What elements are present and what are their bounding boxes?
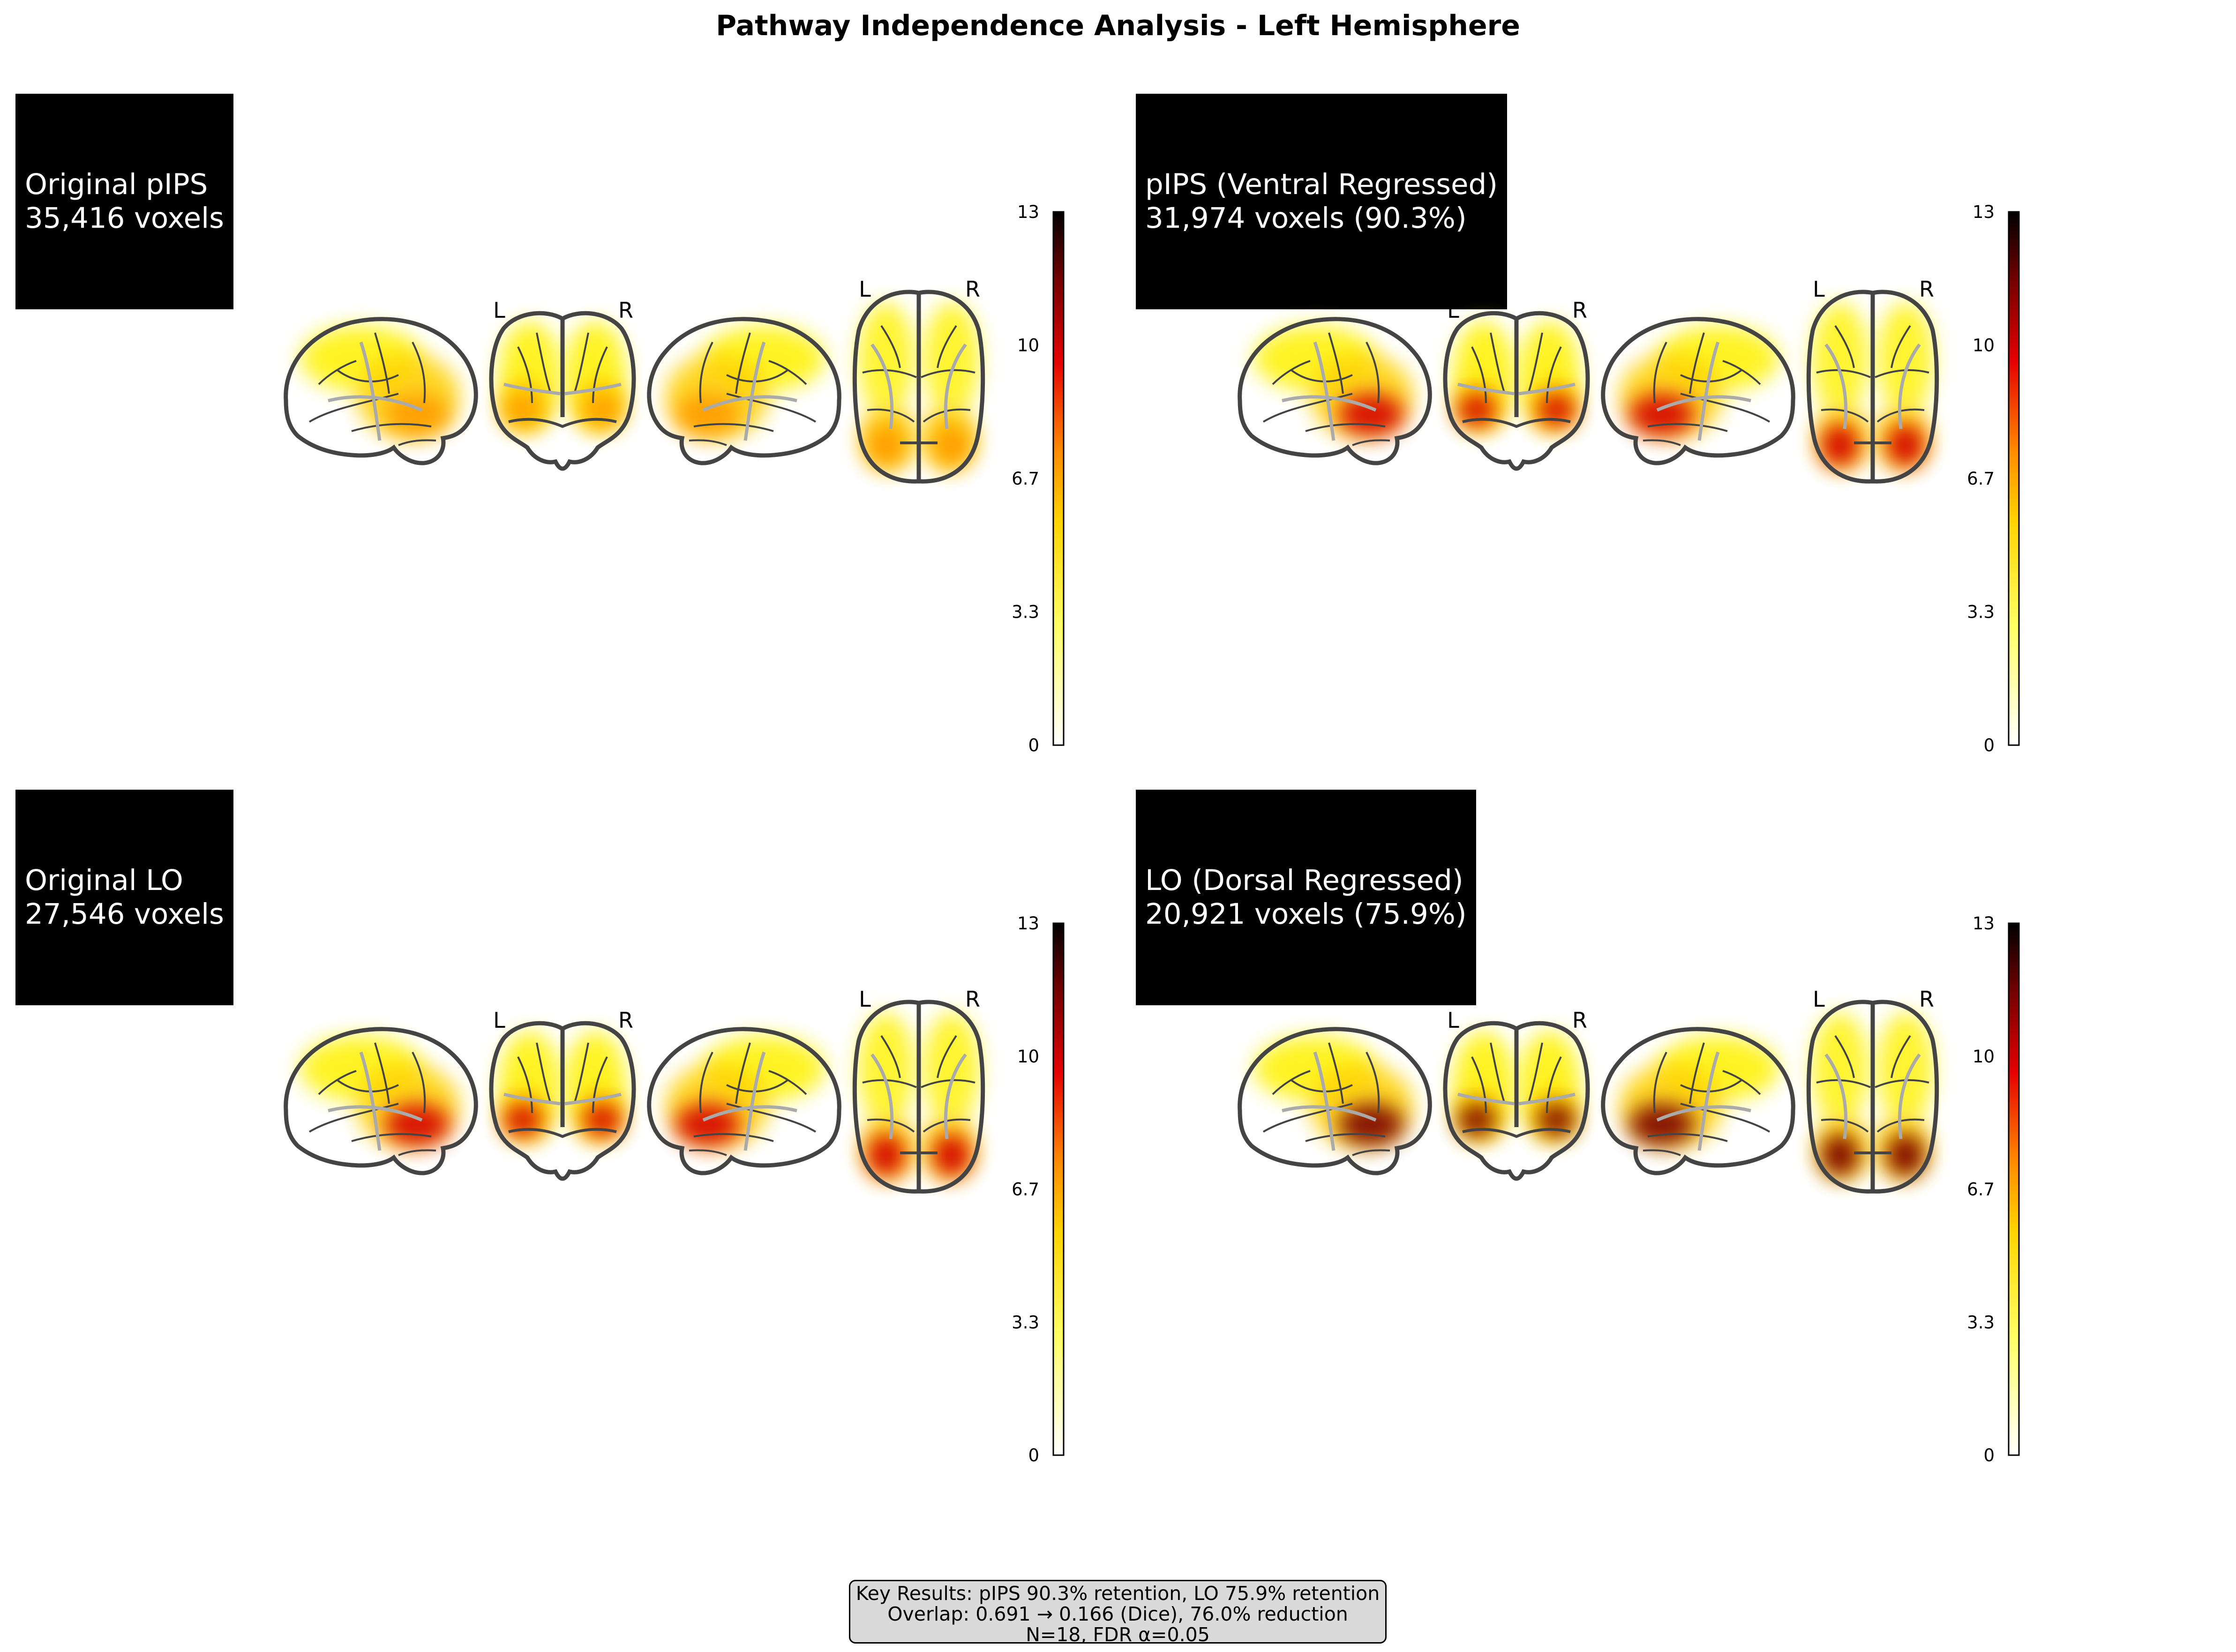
colorbar-gradient — [1052, 922, 1065, 1456]
colorbar-tick-label: 10 — [1017, 1047, 1039, 1067]
orientation-label-right: R — [618, 298, 633, 323]
panel-label-line2: 20,921 voxels (75.9%) — [1145, 897, 1467, 931]
panel-label-line1: Original pIPS — [25, 168, 208, 201]
orientation-label-right: R — [965, 987, 980, 1012]
panel-label-line1: LO (Dorsal Regressed) — [1145, 864, 1463, 897]
colorbar-tick-label: 10 — [1973, 336, 1995, 356]
orientation-label-left: L — [1447, 1008, 1459, 1033]
glass-brain-view-sag — [1240, 1029, 1430, 1173]
orientation-label-right: R — [1572, 1008, 1587, 1033]
colorbar-tick-label: 0 — [1983, 1445, 1995, 1465]
glass-brain-view-sag — [649, 319, 840, 463]
glass-brain-view-sag — [286, 1029, 476, 1173]
glass-brain-view-sag — [1240, 319, 1430, 463]
orientation-label-left: L — [1813, 987, 1825, 1012]
colorbar-tick-label: 3.3 — [1012, 1312, 1039, 1332]
colorbar: 0 3.3 6.7 10 13 — [1012, 913, 1065, 1465]
colorbar: 0 3.3 6.7 10 13 — [1012, 202, 1065, 755]
colorbar-tick-label: 0 — [1028, 735, 1039, 755]
panel-label-line1: Original LO — [25, 864, 183, 897]
orientation-label-left: L — [859, 987, 871, 1012]
orientation-label-right: R — [618, 1008, 633, 1033]
colorbar: 0 3.3 6.7 10 13 — [1967, 202, 2020, 755]
glass-brain-view-sag — [649, 1029, 840, 1173]
colorbar-tick-label: 6.7 — [1012, 1180, 1039, 1200]
panel-label-line1: pIPS (Ventral Regressed) — [1145, 168, 1498, 201]
colorbar-tick-label: 13 — [1973, 913, 1995, 934]
activation-map — [1254, 326, 1413, 438]
key-results-box: Key Results: pIPS 90.3% retention, LO 75… — [849, 1580, 1387, 1646]
colorbar-tick-label: 6.7 — [1012, 469, 1039, 489]
panel-label-pips-ventral-regressed: pIPS (Ventral Regressed) 31,974 voxels (9… — [1136, 94, 1508, 309]
glass-brain-view-sag — [1603, 1029, 1793, 1173]
activation-map — [1812, 302, 1934, 471]
key-results-line1: Key Results: pIPS 90.3% retention, LO 75… — [855, 1582, 1380, 1605]
colorbar-tick-label: 6.7 — [1967, 1180, 1995, 1200]
colorbar-tick-label: 3.3 — [1012, 602, 1039, 622]
orientation-label-left: L — [859, 277, 871, 302]
panel-label-line2: 31,974 voxels (90.3%) — [1145, 202, 1467, 235]
key-results-line2: Overlap: 0.691 → 0.166 (Dice), 76.0% red… — [887, 1603, 1348, 1625]
activation-map — [1620, 1036, 1779, 1148]
colorbar-tick-label: 6.7 — [1967, 469, 1995, 489]
orientation-label-right: R — [1919, 987, 1934, 1012]
colorbar-tick-label: 0 — [1028, 1445, 1039, 1465]
colorbar-tick-label: 13 — [1973, 202, 1995, 222]
activation-map — [858, 302, 980, 471]
colorbar-tick-label: 0 — [1983, 735, 1995, 755]
orientation-label-left: L — [1813, 277, 1825, 302]
colorbar-tick-label: 13 — [1017, 202, 1039, 222]
colorbar-tick-label: 3.3 — [1967, 1312, 1995, 1332]
figure-title: Pathway Independence Analysis - Left Hem… — [716, 9, 1520, 42]
activation-map — [1254, 1036, 1413, 1148]
panel-label-original-pips: Original pIPS 35,416 voxels — [15, 94, 233, 309]
colorbar-tick-label: 3.3 — [1967, 602, 1995, 622]
glass-brain-view-sag — [286, 319, 476, 463]
colorbar-gradient — [1052, 211, 1065, 746]
activation-map — [666, 1036, 825, 1148]
key-results-line3: N=18, FDR α=0.05 — [1026, 1623, 1210, 1646]
orientation-label-right: R — [1919, 277, 1934, 302]
activation-map — [499, 1031, 626, 1144]
panel-label-line2: 27,546 voxels — [25, 897, 224, 931]
activation-map — [666, 326, 825, 438]
activation-map — [300, 1036, 459, 1148]
activation-map — [1620, 326, 1779, 438]
panel-label-lo-dorsal-regressed: LO (Dorsal Regressed) 20,921 voxels (75.9… — [1136, 790, 1476, 1005]
panel-label-original-lo: Original LO 27,546 voxels — [15, 790, 233, 1005]
colorbar-tick-label: 10 — [1017, 336, 1039, 356]
colorbar: 0 3.3 6.7 10 13 — [1967, 913, 2020, 1465]
orientation-label-right: R — [1572, 298, 1587, 323]
colorbar-gradient — [2008, 922, 2020, 1456]
orientation-label-right: R — [965, 277, 980, 302]
colorbar-gradient — [2008, 211, 2020, 746]
activation-map — [1812, 1012, 1934, 1181]
colorbar-tick-label: 10 — [1973, 1047, 1995, 1067]
activation-map — [858, 1012, 980, 1181]
colorbar-tick-label: 13 — [1017, 913, 1039, 934]
panel-label-line2: 35,416 voxels — [25, 202, 224, 235]
orientation-label-left: L — [1447, 298, 1459, 323]
glass-brain-view-sag — [1603, 319, 1793, 463]
activation-map — [300, 326, 459, 438]
orientation-label-left: L — [493, 1008, 505, 1033]
orientation-label-left: L — [493, 298, 505, 323]
